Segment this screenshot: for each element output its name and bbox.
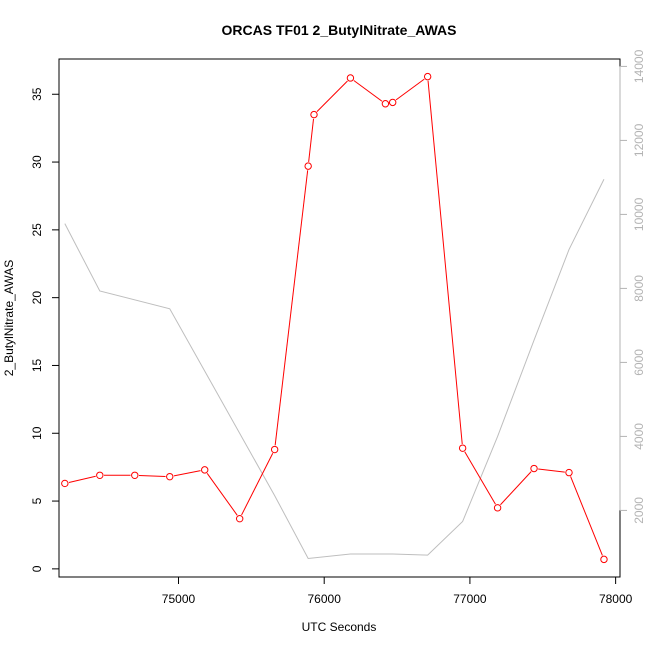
series-segment [308, 118, 315, 163]
series-segment [68, 475, 96, 483]
data-point [235, 514, 244, 523]
series-layer [61, 72, 608, 564]
series-segment [353, 80, 383, 102]
y2-tick-label: 4000 [632, 423, 646, 450]
data-point [304, 162, 312, 170]
y2-tick-label: 8000 [632, 275, 646, 302]
data-point [96, 471, 104, 479]
y-tick-label: 30 [30, 155, 44, 169]
data-point [458, 444, 467, 452]
y-axis-right: 2000 4000 6000 8000 10000 12000 14000 [619, 49, 646, 524]
series-segment [570, 476, 603, 556]
series-segment [241, 453, 274, 516]
chart-title: ORCAS TF01 2_ButylNitrate_AWAS [222, 22, 457, 38]
x-axis: 75000 76000 77000 78000 [162, 576, 633, 606]
y-tick-label: 10 [30, 426, 44, 440]
y-axis-left: 0 5 10 15 20 25 30 35 [30, 87, 60, 572]
y-tick-label: 15 [30, 358, 44, 372]
data-point [388, 98, 397, 107]
data-point [423, 72, 432, 81]
series-segment [138, 474, 166, 477]
data-point [61, 479, 69, 488]
data-point [381, 100, 390, 108]
y2-tick-label: 10000 [632, 197, 646, 231]
data-point [310, 110, 318, 119]
x-tick-label: 76000 [308, 592, 342, 606]
y2-tick-label: 2000 [632, 497, 646, 524]
y-tick-label: 20 [30, 291, 44, 305]
data-point [270, 445, 279, 454]
data-point [493, 504, 502, 512]
y2-tick-label: 14000 [632, 49, 646, 83]
y2-tick-label: 6000 [632, 349, 646, 376]
data-point [565, 468, 573, 477]
data-point [131, 471, 139, 479]
series-segment [173, 470, 201, 477]
y-tick-label: 0 [30, 565, 44, 572]
series-segment [427, 80, 463, 445]
data-point [346, 74, 355, 82]
series-segment [274, 170, 309, 446]
series-segment [538, 468, 565, 473]
x-tick-label: 78000 [599, 592, 633, 606]
x-tick-label: 75000 [162, 592, 196, 606]
plot-frame [58, 58, 621, 578]
y2-tick-label: 12000 [632, 123, 646, 157]
data-point [201, 466, 209, 474]
series-segment [206, 472, 238, 516]
series-line-right [64, 179, 605, 560]
data-point [166, 472, 174, 481]
series-segment [395, 78, 425, 101]
data-point [600, 555, 608, 564]
data-point [530, 464, 538, 473]
y-tick-label: 25 [30, 223, 44, 237]
y-axis-label: 2_ButylNitrate_AWAS [2, 260, 16, 377]
y-tick-label: 5 [30, 497, 44, 504]
x-axis-label: UTC Seconds [302, 620, 377, 634]
y-tick-label: 35 [30, 87, 44, 101]
series-segment [500, 471, 532, 506]
series-segment [316, 80, 348, 112]
series-segment [464, 451, 496, 505]
x-tick-label: 77000 [453, 592, 487, 606]
